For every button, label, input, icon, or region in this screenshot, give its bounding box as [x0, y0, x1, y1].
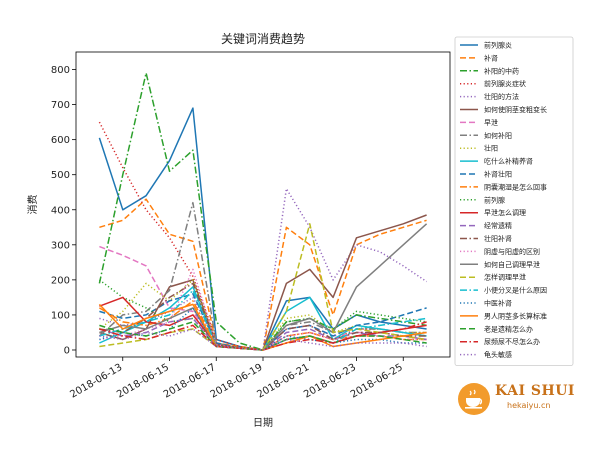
series-line	[99, 289, 427, 351]
y-tick-label: 0	[64, 345, 70, 356]
y-tick-label: 500	[51, 170, 70, 181]
series-line	[99, 321, 427, 351]
y-tick-label: 400	[51, 205, 70, 216]
series-line	[99, 317, 427, 351]
series-line	[99, 245, 427, 351]
x-tick-label: 2018-06-19	[209, 362, 265, 401]
x-tick-label: 2018-06-23	[302, 362, 358, 401]
chart-title: 关键词消费趋势	[221, 32, 305, 46]
legend-label: 如何补阳	[484, 131, 512, 140]
legend-label: 补阳的中药	[484, 66, 519, 75]
legend-label: 壮阳的方法	[484, 92, 519, 101]
legend: 前列腺炎补肾补阳的中药前列腺炎症状壮阳的方法如何使阴茎变粗变长早泄如何补阳壮阳吃…	[454, 36, 574, 366]
watermark: KAI SHUI hekaiyu.cn	[455, 380, 575, 418]
legend-label: 中医补肾	[484, 299, 512, 308]
y-tick-label: 600	[51, 135, 70, 146]
legend-label: 阴虚与阳虚的区别	[484, 247, 540, 256]
legend-label: 前列腺炎	[484, 41, 512, 50]
x-tick-label: 2018-06-21	[255, 362, 311, 401]
legend-label: 如何自己调理早泄	[484, 260, 540, 269]
legend-label: 壮阳补肾	[484, 234, 512, 243]
x-axis-title: 日期	[253, 417, 273, 429]
x-tick-label: 2018-06-15	[115, 362, 171, 401]
legend-label: 尿频尿不尽怎么办	[484, 337, 540, 346]
legend-label: 老是遗精怎么办	[484, 324, 533, 333]
y-tick-label: 800	[51, 65, 70, 76]
legend-label: 早泄怎么调理	[484, 208, 526, 217]
series-line	[99, 321, 427, 351]
legend-box	[454, 36, 574, 366]
legend-label: 小便分叉是什么原因	[484, 286, 547, 295]
y-tick-label: 200	[51, 275, 70, 286]
y-axis-title: 消费	[26, 195, 39, 215]
y-tick-label: 300	[51, 240, 70, 251]
legend-label: 前列腺	[484, 195, 505, 204]
legend-label: 补肾壮阳	[484, 170, 512, 179]
legend-label: 阴囊潮湿是怎么回事	[484, 182, 547, 191]
legend-label: 龟头敏感	[484, 350, 512, 359]
legend-label: 早泄	[484, 118, 498, 127]
legend-label: 如何使阴茎变粗变长	[484, 105, 547, 114]
legend-label: 补肾	[484, 53, 498, 62]
series-line	[98, 303, 427, 351]
y-tick-label: 100	[51, 310, 70, 321]
legend-label: 吃什么补精养肾	[484, 157, 533, 166]
x-tick-label: 2018-06-13	[68, 362, 124, 401]
legend-label: 怎样调理早泄	[484, 273, 526, 282]
series-lines	[98, 72, 428, 351]
legend-label: 经常遗精	[484, 221, 512, 230]
watermark-site: hekaiyu.cn	[507, 401, 551, 410]
legend-label: 壮阳	[484, 144, 498, 153]
legend-label: 男人阴茎多长算标准	[484, 311, 547, 320]
x-tick-label: 2018-06-25	[349, 362, 405, 401]
teacup-logo-icon	[458, 383, 490, 415]
x-tick-label: 2018-06-17	[162, 362, 218, 401]
series-line	[99, 307, 427, 351]
y-tick-label: 700	[51, 100, 70, 111]
legend-label: 前列腺炎症状	[484, 79, 526, 88]
watermark-brand: KAI SHUI	[495, 383, 575, 399]
